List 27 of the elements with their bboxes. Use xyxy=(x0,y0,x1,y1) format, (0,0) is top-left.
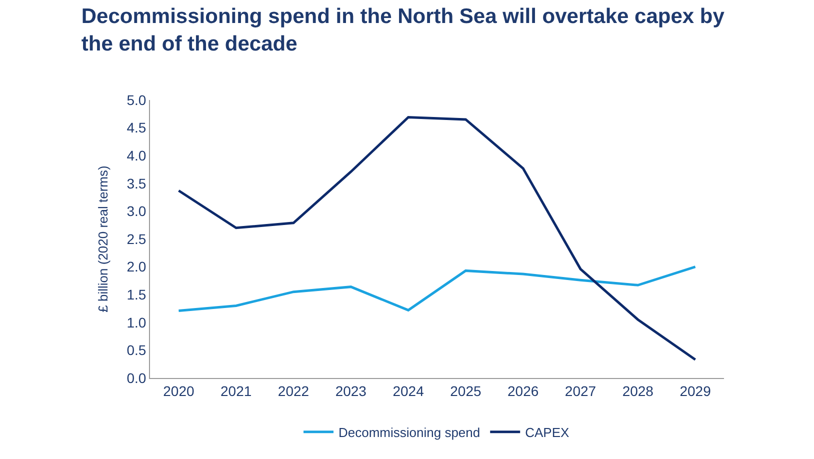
y-tick-label: 0.5 xyxy=(126,342,146,358)
y-tick-label: 3.0 xyxy=(126,203,146,220)
x-tick-label: 2026 xyxy=(508,382,539,399)
y-tick-label: 1.5 xyxy=(126,286,146,302)
x-tick-label: 2027 xyxy=(564,382,596,399)
line-series xyxy=(177,116,697,361)
y-axis-title: £ billion (2020 real terms) xyxy=(96,166,111,312)
line-series xyxy=(177,266,697,312)
chart-title: Decommissioning spend in the North Sea will overtake capex by the end of the decade xyxy=(81,4,725,56)
y-tick-label: 4.0 xyxy=(126,148,146,164)
y-tick-label: 2.0 xyxy=(126,258,146,275)
x-tick-label: 2022 xyxy=(278,382,310,399)
y-tick-label: 3.5 xyxy=(126,175,146,192)
y-tick-label: 4.5 xyxy=(126,120,146,136)
y-tick-label: 2.5 xyxy=(126,230,146,247)
x-tick-label: 2021 xyxy=(220,382,252,399)
x-tick-label: 2023 xyxy=(335,382,367,399)
x-tick-label: 2029 xyxy=(680,382,712,399)
y-tick-label: 1.0 xyxy=(126,314,146,330)
y-tick-label: 0.0 xyxy=(126,370,146,386)
legend-label: Decommissioning spend xyxy=(338,424,480,440)
x-tick-label: 2025 xyxy=(450,382,482,399)
x-tick-label: 2020 xyxy=(163,382,194,399)
y-tick-label: 5.0 xyxy=(126,92,146,108)
x-tick-label: 2024 xyxy=(392,382,424,399)
legend-label: CAPEX xyxy=(525,424,570,440)
x-tick-label: 2028 xyxy=(622,382,654,399)
